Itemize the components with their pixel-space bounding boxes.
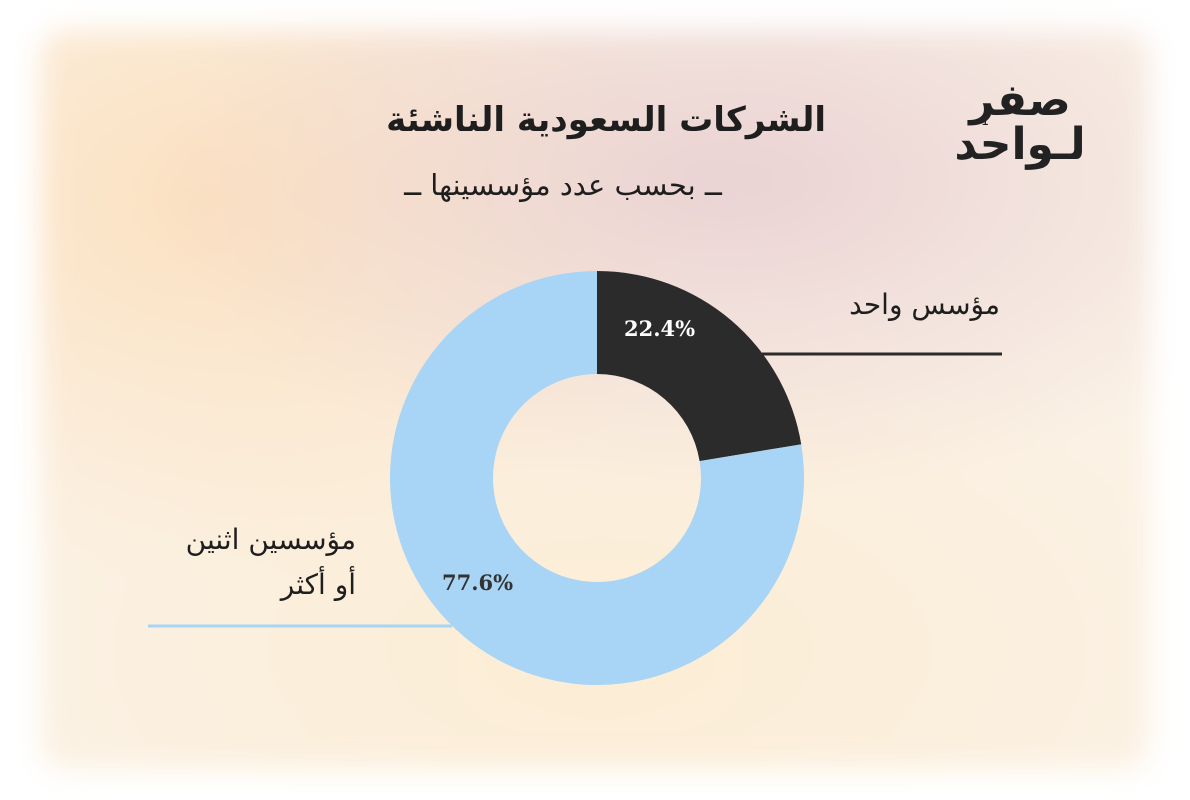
data-label-one-founder: 22.4% bbox=[624, 316, 696, 341]
slice-one-founder bbox=[597, 271, 802, 462]
category-label-two-line1: مؤسسين اثنين bbox=[185, 523, 356, 556]
logo-text-top: صفر bbox=[969, 75, 1071, 126]
logo-mark: 1 bbox=[981, 114, 989, 129]
category-label-two-line2: أو أكثر bbox=[280, 568, 356, 601]
category-label-two-or-more: مؤسسين اثنين أو أكثر bbox=[120, 517, 356, 607]
slice-two-or-more-founders bbox=[390, 271, 804, 686]
category-label-one-founder: مؤسس واحد bbox=[849, 288, 1000, 321]
chart-title: الشركات السعودية الناشئة bbox=[386, 100, 826, 140]
chart-subtitle: ــ بحسب عدد مؤسسينها ــ bbox=[404, 168, 722, 202]
logo: صفر لـواحد 1 bbox=[945, 78, 1095, 188]
logo-text-bottom: لـواحد bbox=[954, 119, 1086, 170]
background-gradient bbox=[40, 30, 1150, 770]
data-label-two-or-more: 77.6% bbox=[442, 570, 514, 595]
